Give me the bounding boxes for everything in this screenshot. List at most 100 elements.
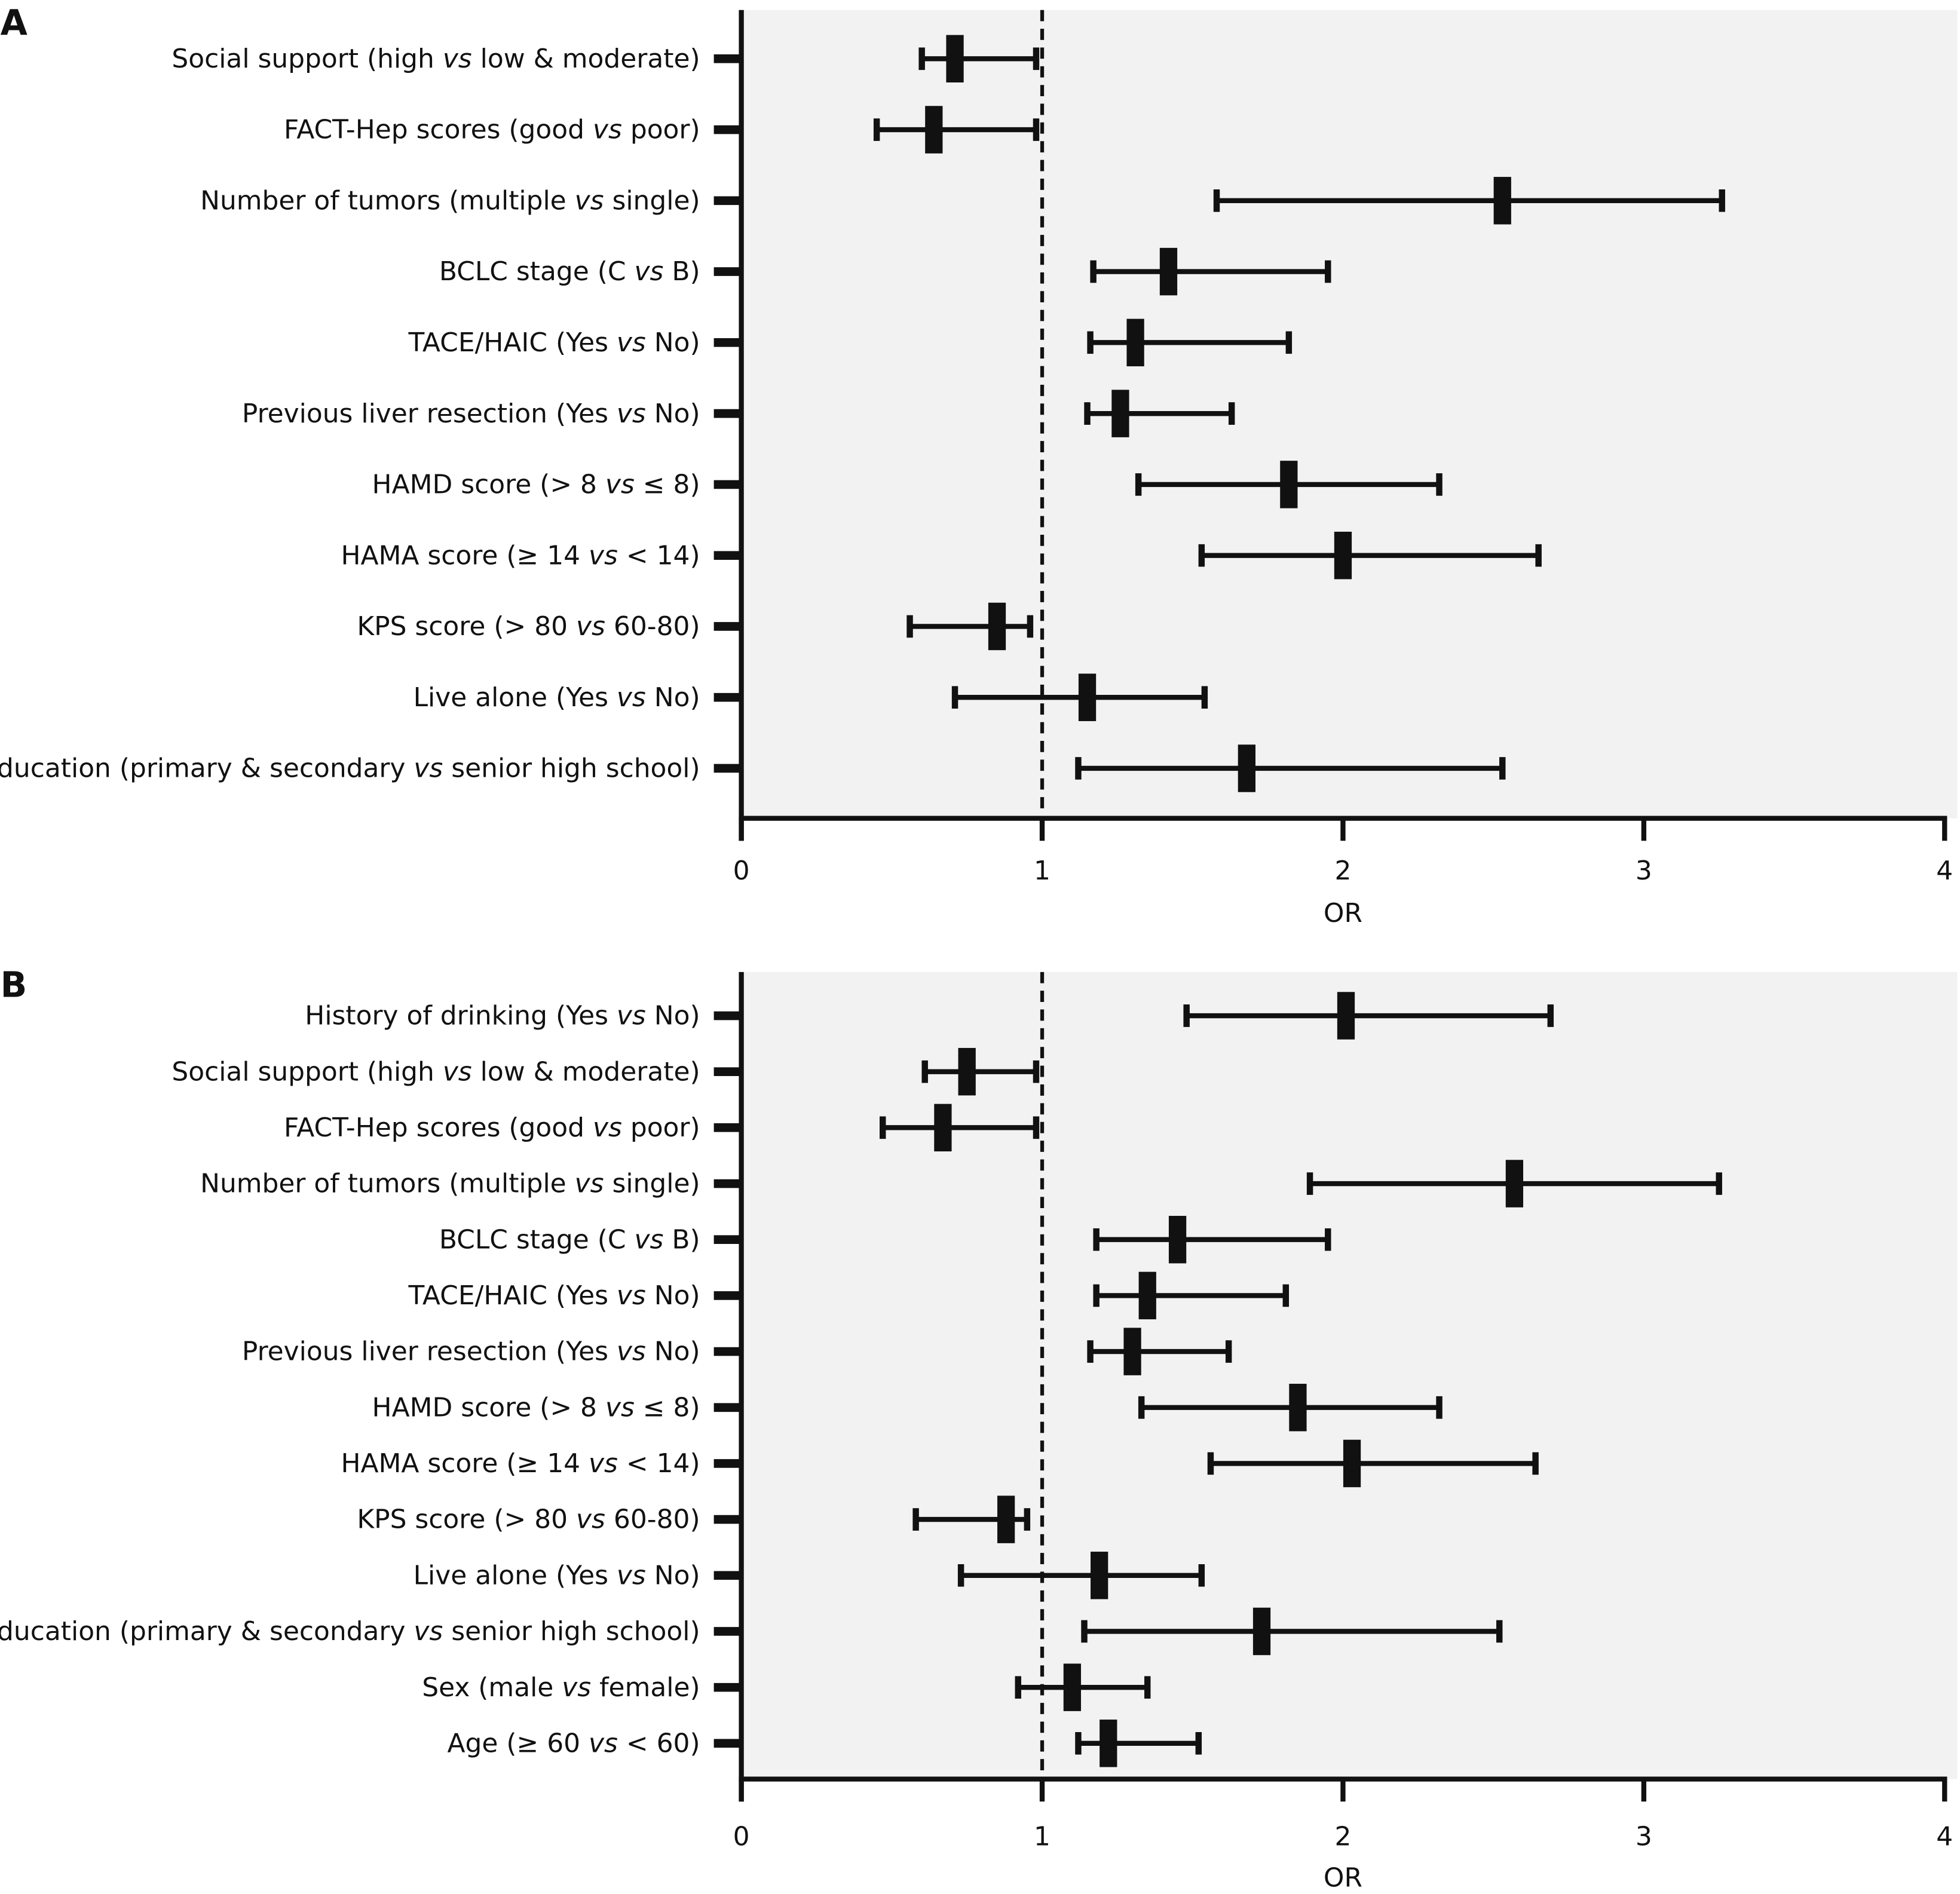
x-tick-label: 4: [1936, 856, 1953, 886]
forest-row: BCLC stage (C vs B): [439, 247, 1331, 296]
label-part: TACE/HAIC (Yes: [408, 327, 608, 358]
label-part: Education (primary & secondary: [0, 1616, 405, 1647]
forest-row: Social support (high vs low & moderate): [172, 35, 1040, 83]
x-tick-label: 2: [1334, 856, 1351, 886]
row-label: Sex (male vs female): [422, 1672, 700, 1703]
or-point: [1100, 1720, 1117, 1767]
or-point: [1159, 247, 1178, 296]
label-part: Education (primary & secondary: [0, 753, 405, 784]
label-part: FACT-Hep scores (good: [284, 1113, 584, 1143]
row-label: FACT-Hep scores (good vs poor): [284, 115, 700, 145]
label-part: No): [654, 1560, 700, 1590]
label-part: HAMD score (> 8: [372, 470, 597, 500]
label-part: < 14): [626, 540, 700, 571]
row-label: Education (primary & secondary vs senior…: [0, 753, 700, 784]
vs-italic: vs: [608, 327, 654, 358]
or-point: [946, 35, 964, 83]
or-point: [925, 106, 943, 154]
row-label: History of drinking (Yes vs No): [305, 1001, 700, 1031]
row-label: TACE/HAIC (Yes vs No): [408, 327, 700, 358]
forest-row: HAMA score (≥ 14 vs < 14): [341, 1439, 1539, 1488]
x-tick-label: 4: [1936, 1821, 1953, 1852]
vs-italic: vs: [566, 185, 612, 216]
vs-italic: vs: [608, 682, 654, 713]
vs-italic: vs: [405, 1616, 451, 1647]
row-label: Previous liver resection (Yes vs No): [242, 399, 700, 429]
vs-italic: vs: [597, 1392, 643, 1423]
forest-row: HAMD score (> 8 vs ≤ 8): [372, 461, 1443, 508]
label-part: No): [654, 682, 700, 713]
label-part: Live alone (Yes: [414, 1560, 608, 1590]
row-label: HAMD score (> 8 vs ≤ 8): [372, 1392, 700, 1423]
label-part: female): [599, 1672, 700, 1703]
x-tick-label: 0: [733, 1821, 750, 1852]
or-point: [1123, 1328, 1141, 1375]
plot-background: [741, 10, 1958, 819]
or-point: [988, 602, 1006, 651]
forest-row: Age (≥ 60 vs < 60): [447, 1720, 1202, 1767]
or-point: [1493, 177, 1511, 225]
forest-row: History of drinking (Yes vs No): [305, 992, 1554, 1040]
forest-row: Sex (male vs female): [422, 1663, 1151, 1711]
vs-italic: vs: [608, 1001, 654, 1031]
label-part: No): [654, 327, 700, 358]
row-label: BCLC stage (C vs B): [439, 256, 700, 287]
vs-italic: vs: [580, 1728, 626, 1758]
label-part: 60-80): [614, 611, 700, 642]
label-part: HAMD score (> 8: [372, 1392, 597, 1423]
label-part: Social support (high: [172, 44, 434, 74]
vs-italic: vs: [405, 753, 451, 784]
label-part: KPS score (> 80: [357, 1504, 568, 1535]
label-part: single): [612, 185, 700, 216]
row-label: HAMA score (≥ 14 vs < 14): [341, 540, 700, 571]
row-label: Number of tumors (multiple vs single): [200, 1169, 700, 1199]
row-label: KPS score (> 80 vs 60-80): [357, 1504, 700, 1535]
forest-row: Previous liver resection (Yes vs No): [242, 390, 1235, 437]
vs-italic: vs: [580, 540, 626, 571]
label-part: No): [654, 1280, 700, 1311]
vs-italic: vs: [597, 470, 643, 500]
panel-label: A: [1, 3, 28, 44]
panel-A: A 0 1 2 3 4 OR Social support (high vs low & mo…: [0, 3, 1958, 928]
or-point: [1343, 1439, 1361, 1488]
label-part: B): [672, 1224, 700, 1255]
label-part: TACE/HAIC (Yes: [408, 1280, 608, 1311]
x-tick-label: 2: [1334, 1821, 1351, 1852]
or-point: [958, 1047, 976, 1096]
or-point: [1334, 531, 1352, 580]
row-label: TACE/HAIC (Yes vs No): [408, 1280, 700, 1311]
or-point: [1111, 390, 1129, 437]
forest-row: KPS score (> 80 vs 60-80): [357, 1495, 1031, 1543]
label-part: low & moderate): [480, 1056, 700, 1087]
vs-italic: vs: [584, 115, 630, 145]
or-point: [1289, 1384, 1307, 1432]
x-tick-label: 3: [1636, 856, 1652, 886]
or-point: [1252, 1607, 1271, 1656]
row-label: Education (primary & secondary vs senior…: [0, 1616, 700, 1647]
label-part: No): [654, 1337, 700, 1367]
label-part: < 60): [626, 1728, 700, 1758]
label-part: low & moderate): [480, 44, 700, 74]
forest-row: Number of tumors (multiple vs single): [200, 177, 1725, 225]
label-part: Sex (male: [422, 1672, 553, 1703]
forest-row: HAMD score (> 8 vs ≤ 8): [372, 1384, 1443, 1432]
label-part: ≤ 8): [643, 470, 700, 500]
row-label: Social support (high vs low & moderate): [172, 1056, 700, 1087]
or-point: [997, 1495, 1015, 1543]
x-tick-label: 3: [1636, 1821, 1652, 1852]
label-part: Previous liver resection (Yes: [242, 399, 608, 429]
or-point: [1238, 744, 1255, 792]
or-point: [1168, 1215, 1187, 1264]
x-tick-label: 0: [733, 856, 750, 886]
plot-background: [741, 971, 1958, 1779]
vs-italic: vs: [608, 1560, 654, 1590]
label-part: B): [672, 256, 700, 287]
vs-italic: vs: [568, 1504, 614, 1535]
vs-italic: vs: [580, 1448, 626, 1479]
vs-italic: vs: [553, 1672, 599, 1703]
or-point: [934, 1104, 952, 1152]
x-tick-label: 1: [1034, 856, 1051, 886]
forest-row: HAMA score (≥ 14 vs < 14): [341, 531, 1542, 580]
label-part: No): [654, 399, 700, 429]
